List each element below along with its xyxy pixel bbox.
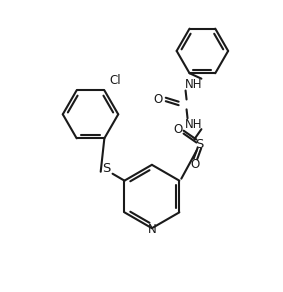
- Text: NH: NH: [185, 118, 202, 131]
- Text: O: O: [153, 93, 162, 106]
- Text: O: O: [173, 123, 182, 136]
- Text: NH: NH: [185, 78, 202, 91]
- Text: S: S: [195, 138, 203, 150]
- Text: Cl: Cl: [109, 74, 121, 87]
- Text: O: O: [191, 158, 200, 171]
- Text: N: N: [147, 223, 156, 236]
- Text: S: S: [102, 162, 111, 175]
